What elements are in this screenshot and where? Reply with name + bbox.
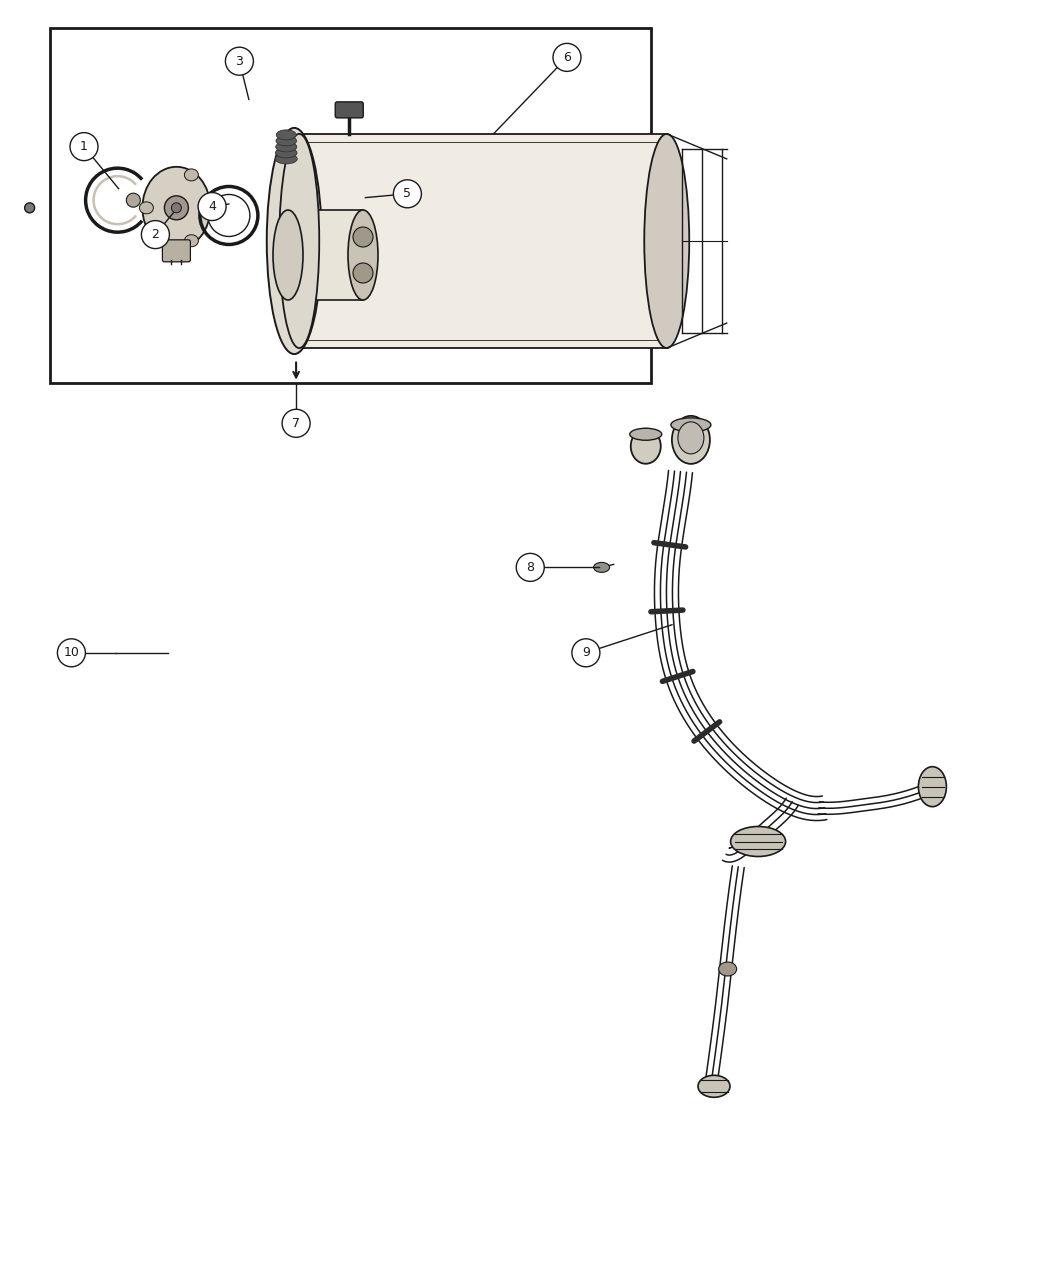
Text: 8: 8 [526, 561, 534, 574]
Ellipse shape [143, 167, 210, 249]
Circle shape [394, 180, 421, 208]
Ellipse shape [275, 154, 297, 164]
Ellipse shape [731, 826, 785, 857]
Ellipse shape [275, 148, 297, 158]
Ellipse shape [645, 134, 689, 348]
Circle shape [142, 221, 169, 249]
Text: 4: 4 [208, 200, 216, 213]
Ellipse shape [698, 1075, 730, 1098]
Ellipse shape [208, 195, 250, 236]
Circle shape [198, 193, 226, 221]
Ellipse shape [678, 422, 704, 454]
Circle shape [572, 639, 600, 667]
Circle shape [24, 203, 35, 213]
Text: 6: 6 [563, 51, 571, 64]
Text: 3: 3 [235, 55, 244, 68]
Ellipse shape [593, 562, 610, 572]
Ellipse shape [273, 210, 303, 300]
Text: 2: 2 [151, 228, 160, 241]
Circle shape [353, 227, 373, 247]
Text: 5: 5 [403, 187, 412, 200]
Circle shape [58, 639, 85, 667]
Ellipse shape [718, 963, 737, 975]
Circle shape [553, 43, 581, 71]
Circle shape [70, 133, 98, 161]
Circle shape [517, 553, 544, 581]
Ellipse shape [919, 766, 946, 807]
Text: 10: 10 [63, 646, 80, 659]
Bar [299, 134, 667, 348]
FancyBboxPatch shape [163, 240, 190, 261]
Ellipse shape [348, 210, 378, 300]
Bar [288, 210, 363, 300]
Circle shape [282, 409, 310, 437]
Ellipse shape [279, 134, 319, 348]
Bar [50, 28, 651, 382]
Ellipse shape [672, 416, 710, 464]
Ellipse shape [276, 136, 296, 145]
Ellipse shape [267, 128, 321, 354]
Ellipse shape [671, 418, 711, 432]
Circle shape [353, 263, 373, 283]
Circle shape [226, 47, 253, 75]
Circle shape [171, 203, 182, 213]
Text: 1: 1 [80, 140, 88, 153]
Ellipse shape [276, 142, 297, 152]
Text: 7: 7 [292, 417, 300, 430]
Ellipse shape [185, 235, 198, 247]
Ellipse shape [165, 196, 188, 219]
FancyBboxPatch shape [335, 102, 363, 117]
Ellipse shape [185, 168, 198, 181]
Circle shape [126, 194, 141, 207]
Ellipse shape [140, 201, 153, 214]
Text: 9: 9 [582, 646, 590, 659]
Ellipse shape [631, 428, 660, 464]
Ellipse shape [276, 130, 296, 140]
Ellipse shape [630, 428, 662, 440]
